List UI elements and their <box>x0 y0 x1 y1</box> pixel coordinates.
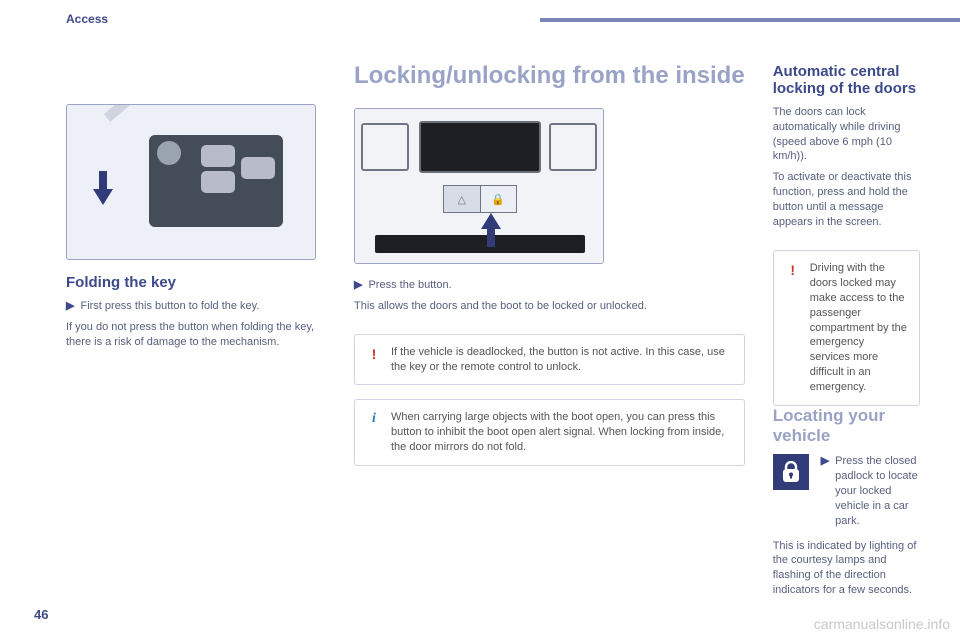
key-button-1 <box>201 145 235 167</box>
dash-vent-left <box>361 123 409 171</box>
warning-deadlocked: ! If the vehicle is deadlocked, the butt… <box>354 334 745 386</box>
info-boot-open-text: When carrying large objects with the boo… <box>391 411 724 453</box>
top-accent-bar <box>540 18 960 22</box>
warning-doors-locked-text: Driving with the doors locked may make a… <box>810 262 907 393</box>
info-boot-open: i When carrying large objects with the b… <box>354 399 745 466</box>
key-fob-body <box>149 135 283 227</box>
section-label: Access <box>66 12 108 26</box>
page-title: Locking/unlocking from the inside <box>354 62 745 90</box>
padlock-icon <box>773 454 809 490</box>
column-left: Folding the key ▶ First press this butto… <box>66 62 326 604</box>
down-arrow-icon <box>93 171 113 205</box>
key-button-3 <box>241 157 275 179</box>
folding-key-body: If you do not press the button when fold… <box>66 320 326 350</box>
dash-screen <box>419 121 541 173</box>
warning-icon: ! <box>784 261 802 279</box>
bullet-arrow-icon: ▶ <box>354 278 362 293</box>
key-button-2 <box>201 171 235 193</box>
page-number: 46 <box>34 607 48 622</box>
press-button-text: Press the button. <box>368 278 451 293</box>
page-content: Folding the key ▶ First press this butto… <box>66 62 920 604</box>
bullet-arrow-icon: ▶ <box>821 454 829 528</box>
auto-central-locking-body2: To activate or deactivate this function,… <box>773 170 920 229</box>
key-hinge <box>157 141 181 165</box>
auto-central-locking-body1: The doors can lock automatically while d… <box>773 105 920 164</box>
figure-key-fob <box>66 104 316 260</box>
locating-vehicle-bullet-text: Press the closed padlock to locate your … <box>835 454 920 528</box>
warning-doors-locked: ! Driving with the doors locked may make… <box>773 250 920 406</box>
dash-hazard-icon: △ <box>444 186 481 212</box>
up-arrow-icon <box>481 213 501 247</box>
auto-central-locking-heading: Automatic central locking of the doors <box>773 63 920 97</box>
figure-dashboard: △ 🔒 <box>354 108 604 264</box>
press-button-bullet: ▶ Press the button. <box>354 278 745 293</box>
locating-vehicle-bullet: ▶ Press the closed padlock to locate you… <box>821 454 920 528</box>
warning-icon: ! <box>365 345 383 363</box>
dash-button-panel: △ 🔒 <box>443 185 517 213</box>
dash-vent-right <box>549 123 597 171</box>
watermark: carmanualsonline.info <box>814 616 950 632</box>
info-icon: i <box>365 410 383 428</box>
dash-lock-icon: 🔒 <box>481 186 517 212</box>
locating-vehicle-body: This is indicated by lighting of the cou… <box>773 539 920 598</box>
warning-deadlocked-text: If the vehicle is deadlocked, the button… <box>391 346 725 373</box>
folding-key-heading: Folding the key <box>66 274 326 291</box>
locating-vehicle-row: ▶ Press the closed padlock to locate you… <box>773 454 920 528</box>
key-blade-shape <box>104 104 167 122</box>
column-middle: Locking/unlocking from the inside △ 🔒 ▶ … <box>354 62 745 604</box>
folding-key-bullet-text: First press this button to fold the key. <box>80 299 259 314</box>
folding-key-bullet: ▶ First press this button to fold the ke… <box>66 299 326 314</box>
bullet-arrow-icon: ▶ <box>66 299 74 314</box>
column-right: Automatic central locking of the doors T… <box>773 62 920 604</box>
locating-vehicle-heading: Locating your vehicle <box>773 406 920 446</box>
lock-unlock-body: This allows the doors and the boot to be… <box>354 299 745 314</box>
dash-control-strip <box>375 235 585 253</box>
